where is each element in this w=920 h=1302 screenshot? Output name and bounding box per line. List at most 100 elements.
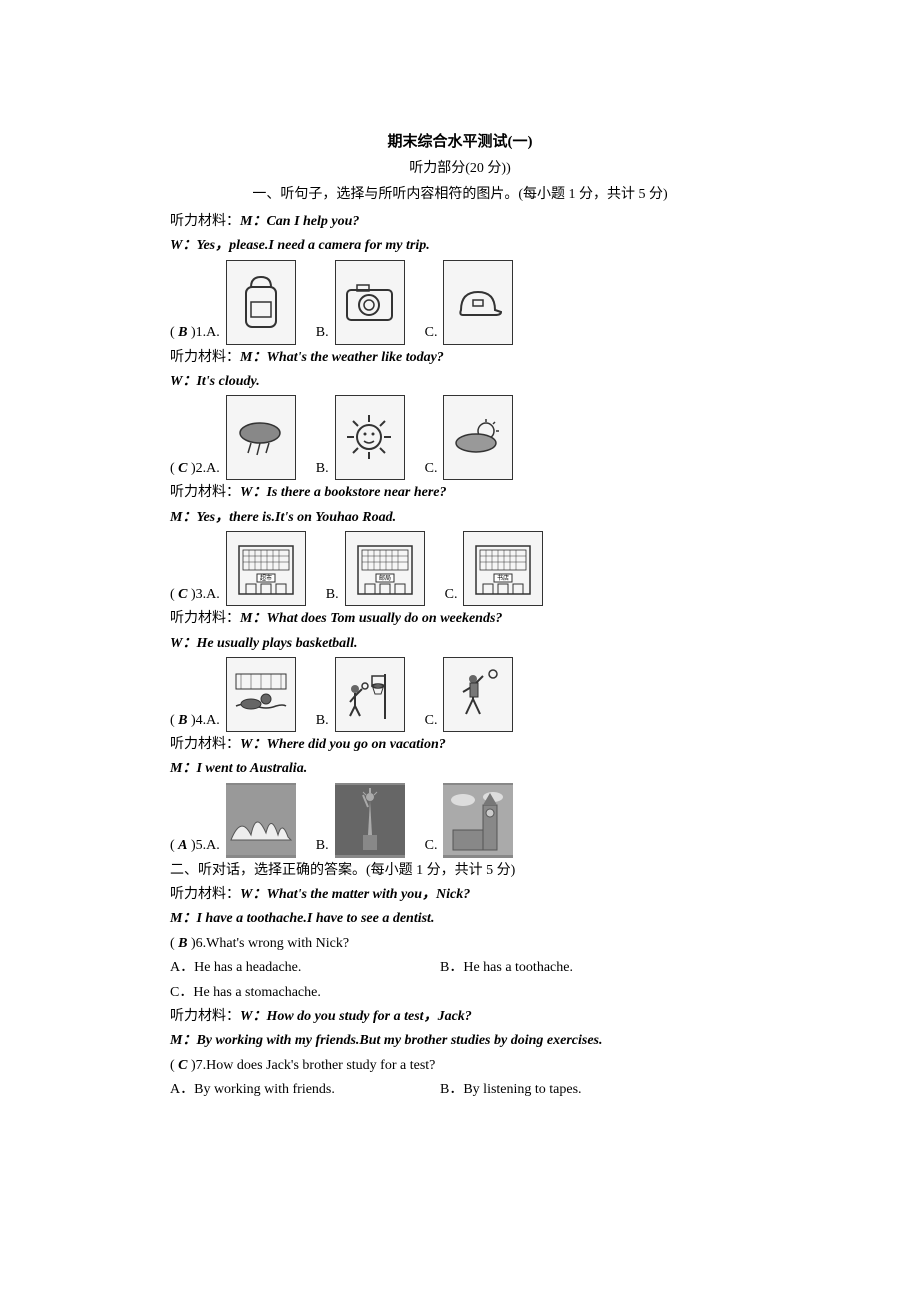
sub-title: 听力部分(20 分)) — [170, 158, 750, 180]
supermarket-icon: 超市 — [226, 531, 306, 606]
label: 听力材料： — [170, 737, 240, 752]
speaker: M： — [170, 1033, 196, 1048]
sydney-opera-icon — [226, 783, 296, 858]
q1-w-line: W：Yes，please.I need a camera for my trip… — [170, 235, 750, 257]
speaker: M： — [240, 611, 266, 626]
text: It's cloudy. — [196, 374, 259, 389]
label: 听力材料： — [170, 611, 240, 626]
statue-liberty-icon — [335, 783, 405, 858]
text: Can I help you? — [266, 214, 359, 229]
label: 听力材料： — [170, 887, 240, 902]
speaker: M： — [170, 911, 196, 926]
text: Yes，please.I need a camera for my trip. — [196, 238, 429, 253]
q7-options-row1: A．By working with friends. B．By listenin… — [170, 1079, 750, 1101]
svg-text:书店: 书店 — [497, 574, 509, 582]
backpack-icon — [226, 260, 296, 345]
q1-opt-c: C. — [425, 322, 438, 344]
text: He usually plays basketball. — [196, 636, 357, 651]
main-title: 期末综合水平测试(一) — [170, 130, 750, 154]
q4-w-line: W：He usually plays basketball. — [170, 633, 750, 655]
q3-w-line: 听力材料：W：Is there a bookstore near here? — [170, 482, 750, 504]
svg-text:超市: 超市 — [260, 574, 272, 582]
q7-opt-b: B．By listening to tapes. — [440, 1079, 750, 1101]
section2-title: 二、听对话，选择正确的答案。(每小题 1 分，共计 5 分) — [170, 860, 750, 882]
label: 听力材料： — [170, 485, 240, 500]
text: What's the weather like today? — [266, 350, 443, 365]
q7-opt-a: A．By working with friends. — [170, 1079, 440, 1101]
q5-opt-b: B. — [316, 835, 329, 857]
label: 听力材料： — [170, 350, 240, 365]
big-ben-icon — [443, 783, 513, 858]
text: By working with my friends.But my brothe… — [196, 1033, 602, 1048]
q2-opt-b: B. — [316, 458, 329, 480]
speaker: M： — [240, 350, 266, 365]
text: I have a toothache.I have to see a denti… — [196, 911, 434, 926]
sun-icon — [335, 395, 405, 480]
q2-opt-c: C. — [425, 458, 438, 480]
q7-m-line: M：By working with my friends.But my brot… — [170, 1030, 750, 1052]
q1-m-line: 听力材料：M：Can I help you? — [170, 211, 750, 233]
q5-m-line: M：I went to Australia. — [170, 758, 750, 780]
q2-w-line: W：It's cloudy. — [170, 371, 750, 393]
text: Where did you go on vacation? — [266, 737, 445, 752]
volleyball-icon — [443, 657, 513, 732]
q4-images: ( B )4.A. B. C. — [170, 657, 750, 732]
text: What does Tom usually do on weekends? — [266, 611, 502, 626]
post-office-icon: 邮局 — [345, 531, 425, 606]
q3-answer: ( C )3.A. — [170, 584, 220, 606]
speaker: W： — [170, 636, 196, 651]
speaker: W： — [240, 887, 266, 902]
basketball-icon — [335, 657, 405, 732]
section1-title: 一、听句子，选择与所听内容相符的图片。(每小题 1 分，共计 5 分) — [170, 184, 750, 206]
label: 听力材料： — [170, 214, 240, 229]
q3-m-line: M：Yes，there is.It's on Youhao Road. — [170, 507, 750, 529]
q5-opt-c: C. — [425, 835, 438, 857]
q6-opt-c: C．He has a stomachache. — [170, 982, 750, 1004]
q7-question: ( C )7.How does Jack's brother study for… — [170, 1055, 750, 1077]
speaker: W： — [170, 238, 196, 253]
q1-answer: ( B )1.A. — [170, 322, 220, 344]
rain-cloud-icon — [226, 395, 296, 480]
q1-opt-b: B. — [316, 322, 329, 344]
q5-w-line: 听力材料：W：Where did you go on vacation? — [170, 734, 750, 756]
text: What's the matter with you，Nick? — [266, 887, 470, 902]
q7-w-line: 听力材料：W：How do you study for a test，Jack? — [170, 1006, 750, 1028]
q6-question: ( B )6.What's wrong with Nick? — [170, 933, 750, 955]
text: Is there a bookstore near here? — [266, 485, 446, 500]
q2-answer: ( C )2.A. — [170, 458, 220, 480]
q6-w-line: 听力材料：W：What's the matter with you，Nick? — [170, 884, 750, 906]
text: Yes，there is.It's on Youhao Road. — [196, 510, 396, 525]
speaker: W： — [240, 737, 266, 752]
speaker: M： — [240, 214, 266, 229]
q4-answer: ( B )4.A. — [170, 710, 220, 732]
q4-m-line: 听力材料：M：What does Tom usually do on weeke… — [170, 608, 750, 630]
q5-answer: ( A )5.A. — [170, 835, 220, 857]
cap-icon — [443, 260, 513, 345]
q3-opt-b: B. — [326, 584, 339, 606]
svg-text:邮局: 邮局 — [379, 574, 391, 582]
speaker: W： — [240, 1009, 266, 1024]
q4-opt-b: B. — [316, 710, 329, 732]
q1-images: ( B )1.A. B. C. — [170, 260, 750, 345]
speaker: W： — [240, 485, 266, 500]
q6-opt-a: A．He has a headache. — [170, 957, 440, 979]
q2-images: ( C )2.A. B. C. — [170, 395, 750, 480]
q4-opt-c: C. — [425, 710, 438, 732]
speaker: W： — [170, 374, 196, 389]
camera-icon — [335, 260, 405, 345]
q3-images: ( C )3.A. 超市 B. 邮局 C. 书店 — [170, 531, 750, 606]
speaker: M： — [170, 761, 196, 776]
q2-m-line: 听力材料：M：What's the weather like today? — [170, 347, 750, 369]
q6-opt-b: B．He has a toothache. — [440, 957, 750, 979]
speaker: M： — [170, 510, 196, 525]
swimming-icon — [226, 657, 296, 732]
label: 听力材料： — [170, 1009, 240, 1024]
q6-options-row1: A．He has a headache. B．He has a toothach… — [170, 957, 750, 979]
q3-opt-c: C. — [445, 584, 458, 606]
text: I went to Australia. — [196, 761, 307, 776]
text: How do you study for a test，Jack? — [266, 1009, 471, 1024]
q5-images: ( A )5.A. B. C. — [170, 783, 750, 858]
bookstore-icon: 书店 — [463, 531, 543, 606]
q6-m-line: M：I have a toothache.I have to see a den… — [170, 908, 750, 930]
cloudy-icon — [443, 395, 513, 480]
